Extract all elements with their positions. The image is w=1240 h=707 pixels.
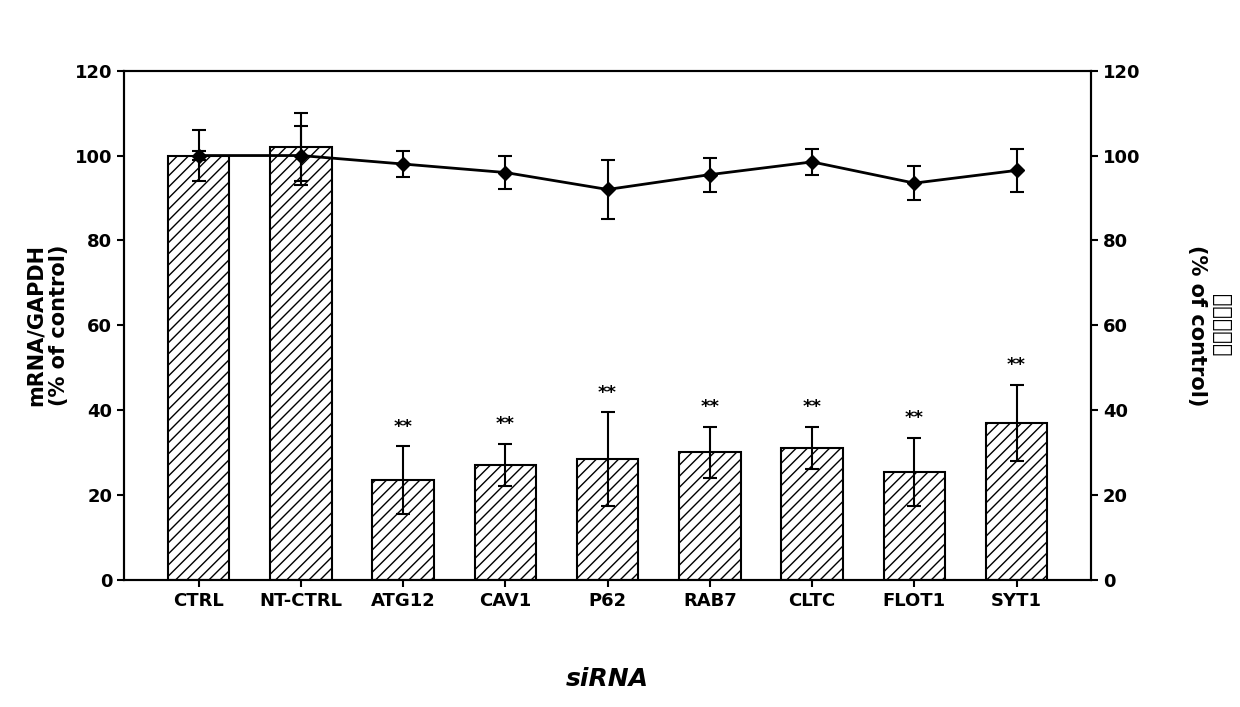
Bar xyxy=(475,465,536,580)
Bar xyxy=(680,452,740,580)
Text: **: ** xyxy=(496,416,515,433)
Text: **: ** xyxy=(701,399,719,416)
Bar xyxy=(270,147,331,580)
Text: (% of control): (% of control) xyxy=(1187,245,1207,406)
Text: siRNA: siRNA xyxy=(567,667,649,691)
Bar xyxy=(986,423,1048,580)
Bar xyxy=(781,448,843,580)
Text: **: ** xyxy=(1007,356,1025,374)
Text: **: ** xyxy=(598,384,618,402)
Bar xyxy=(884,472,945,580)
Bar xyxy=(577,459,639,580)
Text: **: ** xyxy=(802,399,822,416)
Bar xyxy=(167,156,229,580)
Y-axis label: mRNA/GAPDH
(% of control): mRNA/GAPDH (% of control) xyxy=(26,244,69,407)
Text: **: ** xyxy=(905,409,924,427)
Bar xyxy=(372,480,434,580)
Text: 细胞存活率: 细胞存活率 xyxy=(1211,294,1231,356)
Text: **: ** xyxy=(393,418,413,436)
